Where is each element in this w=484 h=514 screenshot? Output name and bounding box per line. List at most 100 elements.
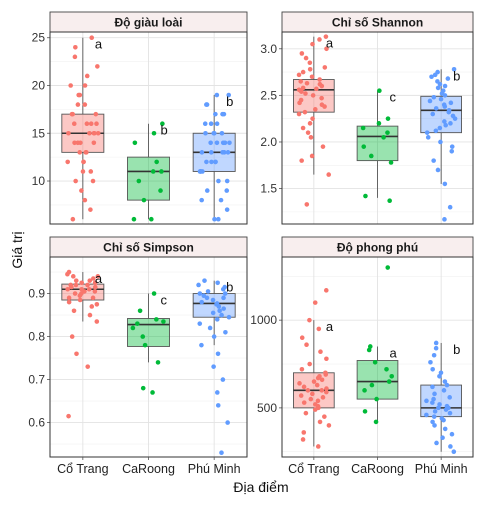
y-tick-label: 20 [32,78,46,92]
data-point [70,111,75,117]
data-point [433,340,439,346]
data-point [220,150,225,155]
data-point [70,216,76,222]
data-point [211,130,217,136]
data-point [448,100,454,106]
data-point [77,297,83,303]
data-point [386,379,392,384]
data-point [385,130,390,135]
data-point [324,46,329,52]
data-point [95,64,100,69]
data-point [441,388,447,393]
data-point [219,312,224,318]
data-point [79,188,84,193]
data-point [310,391,315,397]
data-point [219,130,225,136]
data-point [201,293,207,299]
data-point [440,435,445,441]
data-point [440,88,446,94]
panel-title: Độ giàu loài [114,16,182,30]
data-point [305,388,311,393]
data-point [224,207,230,212]
data-point [315,398,321,404]
data-point [432,391,437,397]
data-point [226,314,232,320]
data-point [66,299,72,305]
data-point [451,66,457,72]
data-point [436,405,441,411]
data-point [84,121,90,127]
data-point [136,178,142,184]
box-1: a [293,288,335,449]
data-point [388,160,394,165]
data-point [305,130,311,135]
data-point [202,121,208,127]
data-point [82,102,88,107]
data-point [314,86,319,92]
data-point [367,344,373,349]
data-point [302,109,308,115]
data-point [316,326,322,332]
panel-border [281,31,474,225]
data-point [360,125,366,131]
data-point [92,289,98,294]
data-point [376,121,382,126]
data-point [151,130,157,136]
data-point [317,419,323,425]
data-point [450,113,456,119]
data-point [433,128,439,134]
data-point [150,169,156,174]
x-axis-title: Địa điểm [233,479,288,495]
data-point [312,300,318,305]
data-point [150,390,155,395]
data-point [75,102,81,107]
data-point [297,381,302,386]
significance-letter: c [161,293,168,308]
data-point [301,430,307,435]
data-point [435,85,441,91]
significance-letter: a [95,37,103,52]
panel-1: Độ giàu loài 10 15 20 25 a b b [32,11,248,225]
data-point [433,106,439,111]
data-point [77,150,83,155]
significance-letter: a [326,36,334,51]
data-point [446,107,452,113]
data-point [216,178,221,184]
y-tick-label: 25 [32,31,46,45]
data-point [72,140,77,146]
data-point [211,364,216,369]
box-3: b [192,92,236,222]
data-point [208,121,214,127]
data-point [71,121,77,127]
data-point [427,98,433,104]
data-point [428,359,433,365]
significance-letter: b [453,342,460,357]
data-point [437,125,443,131]
x-tick-label: Phú Minh [188,462,241,476]
x-tick-label: Cổ Trang [57,462,108,476]
data-point [199,299,205,305]
data-point [323,370,328,376]
data-point [445,76,451,81]
data-point [214,317,220,322]
data-point [300,125,306,131]
data-point [449,431,455,437]
data-point [158,188,163,193]
data-point [197,321,203,326]
data-point [141,197,147,203]
data-point [303,55,309,61]
data-point [303,410,309,416]
data-point [218,197,224,203]
box-3: b [420,66,462,222]
data-point [91,140,97,146]
data-point [447,395,452,400]
data-point [324,386,329,391]
data-point [221,295,226,301]
data-point [308,396,314,402]
data-point [430,419,435,425]
data-point [204,102,210,107]
data-point [448,444,453,449]
data-point [303,91,308,96]
data-point [214,301,220,306]
data-point [448,121,453,126]
